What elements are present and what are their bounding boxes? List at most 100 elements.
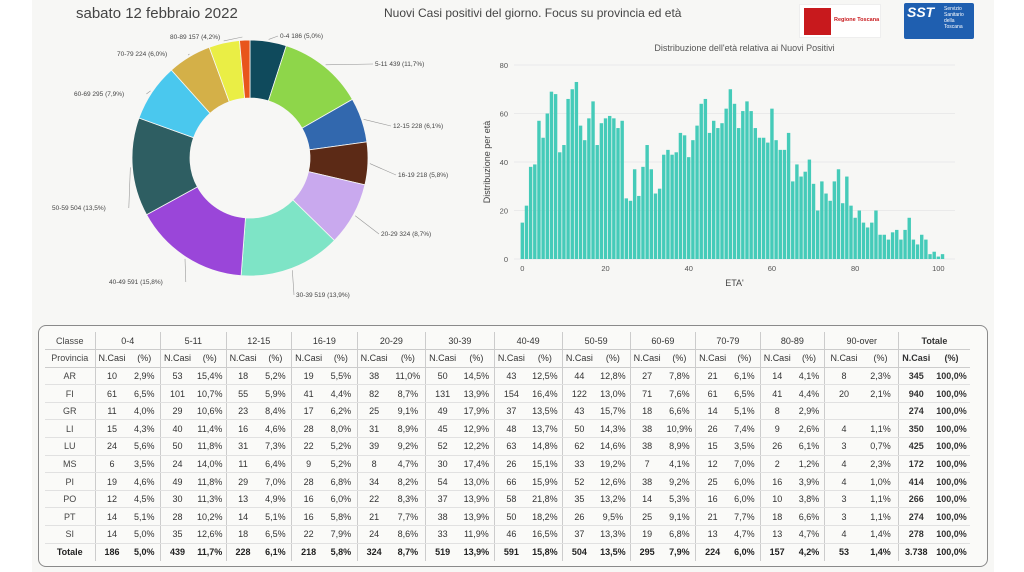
histogram-bar bbox=[920, 234, 924, 259]
table-cell: 35 bbox=[561, 490, 597, 509]
table-cell: 2 bbox=[759, 455, 794, 474]
histogram-bar bbox=[687, 157, 691, 259]
donut-leader-line bbox=[369, 163, 397, 176]
table-cell: 8 bbox=[824, 367, 863, 386]
total-cell: 6,0% bbox=[734, 547, 755, 558]
subheader-ncasi: N.Casi bbox=[629, 349, 664, 368]
histogram-bar bbox=[778, 149, 782, 259]
histogram-bar bbox=[928, 254, 932, 259]
total-cell: 3.738 bbox=[898, 543, 934, 561]
table-cell: 26 bbox=[561, 507, 597, 527]
donut-label-60-69: 60-69 295 (7,9%) bbox=[74, 91, 124, 98]
histogram-bar bbox=[907, 217, 911, 259]
header-group-5-11: 5-11 bbox=[160, 332, 227, 351]
table-cell: 17,9% bbox=[459, 402, 495, 421]
subheader-pct: (%) bbox=[862, 349, 899, 368]
table-cell: 58 bbox=[493, 490, 529, 509]
table-cell: 13 bbox=[759, 525, 794, 544]
total-cell: 4,2% bbox=[798, 547, 820, 558]
subheader-pct: (%) bbox=[528, 349, 563, 368]
table-cell: 4 bbox=[824, 525, 863, 544]
row-province: AR bbox=[45, 367, 95, 386]
donut-label-12-15: 12-15 228 (6,1%) bbox=[393, 123, 443, 130]
histogram-bar bbox=[886, 239, 891, 259]
table-cell: 15 bbox=[94, 419, 129, 439]
histogram-bar bbox=[874, 210, 878, 259]
table-cell: 16 bbox=[759, 472, 794, 491]
total-cell: 218 bbox=[291, 543, 326, 561]
subheader-ncasi: N.Casi bbox=[824, 349, 863, 368]
histogram-bar bbox=[637, 195, 641, 259]
table-cell: 4,7% bbox=[793, 525, 825, 544]
table-cell: 4,7% bbox=[729, 525, 761, 544]
province-age-table: Classe 0-4 5-11 12-15 16-19 20-29 30-39 40-49 50… bbox=[45, 332, 970, 561]
subheader-ncasi: N.Casi bbox=[759, 349, 794, 368]
total-cell: 439 bbox=[160, 543, 195, 561]
table-cell: 13,2% bbox=[596, 490, 631, 509]
row-province: PT bbox=[45, 507, 95, 527]
table-cell: 16,4% bbox=[528, 384, 563, 403]
table-cell: 61 bbox=[94, 384, 129, 403]
table-cell: 10,7% bbox=[194, 384, 227, 403]
table-cell: 100,0% bbox=[933, 402, 970, 421]
table-cell: 66 bbox=[493, 472, 529, 491]
histogram-bar bbox=[728, 89, 733, 259]
table-cell: 3 bbox=[824, 507, 863, 527]
table-cell: 26 bbox=[695, 419, 730, 439]
table-cell: 5,5% bbox=[325, 367, 358, 386]
total-cell: 7,9% bbox=[669, 547, 690, 558]
histogram-bar bbox=[711, 120, 716, 260]
table-cell: 16 bbox=[291, 490, 326, 509]
histogram-bar bbox=[820, 181, 824, 259]
histogram-bar bbox=[678, 132, 683, 259]
histogram-bar bbox=[528, 166, 533, 259]
report-date: sabato 12 febbraio 2022 bbox=[76, 5, 238, 22]
table-cell: 18,2% bbox=[528, 507, 563, 527]
table-cell: 350 bbox=[898, 419, 934, 439]
table-cell: 7 bbox=[629, 455, 664, 474]
subheader-ncasi: N.Casi bbox=[561, 349, 597, 368]
histogram-bar bbox=[707, 132, 712, 259]
table-cell: 14 bbox=[94, 525, 129, 544]
table-cell: 14,3% bbox=[596, 419, 631, 439]
header-group-20-29: 20-29 bbox=[356, 332, 426, 351]
table-cell: 6,1% bbox=[729, 367, 761, 386]
histogram-bar bbox=[915, 244, 920, 259]
total-cell: 324 bbox=[356, 543, 391, 561]
table-cell: 4,4% bbox=[325, 384, 358, 403]
table-cell: 8,9% bbox=[663, 437, 696, 456]
table-cell: 20 bbox=[824, 384, 863, 403]
histogram-bar bbox=[766, 142, 770, 259]
table-cell: 38 bbox=[356, 367, 391, 386]
table-row: AR 10 2,9% 53 15,4% 18 5,2% 19 5,5% 38 11,0% 50 14,5… bbox=[45, 367, 970, 386]
table-cell: 12 bbox=[94, 490, 129, 509]
subheader-pct: (%) bbox=[933, 349, 970, 368]
histogram-bar bbox=[803, 171, 807, 259]
table-cell: 17 bbox=[291, 402, 326, 421]
table-row: LU 24 5,6% 50 11,8% 31 7,3% 22 5,2% 39 9,2% 52 12,2%… bbox=[45, 437, 970, 456]
table-cell: 6,4% bbox=[259, 455, 292, 474]
subheader-pct: (%) bbox=[793, 349, 825, 368]
table-cell: 274 bbox=[898, 402, 934, 421]
table-cell: 11,9% bbox=[459, 525, 495, 544]
histogram-bar bbox=[840, 203, 845, 259]
table-cell: 14 bbox=[759, 367, 794, 386]
table-cell: 41 bbox=[759, 384, 794, 403]
table-cell: 15,4% bbox=[194, 367, 227, 386]
histogram-bar bbox=[745, 101, 749, 259]
table-cell: 14,8% bbox=[528, 437, 563, 456]
donut-label-50-59: 50-59 504 (13,5%) bbox=[52, 205, 106, 212]
header-group-70-79: 70-79 bbox=[695, 332, 761, 351]
donut-label-80-89: 80-89 157 (4,2%) bbox=[170, 34, 220, 41]
histogram-bar bbox=[899, 239, 903, 259]
table-cell: 414 bbox=[898, 472, 934, 491]
x-tick-label: 0 bbox=[520, 264, 524, 273]
table-cell: 2,9% bbox=[793, 402, 825, 421]
table-cell: 3,5% bbox=[729, 437, 761, 456]
table-cell: 2,3% bbox=[862, 367, 899, 386]
table-cell: 17,4% bbox=[459, 455, 495, 474]
donut-leader-line bbox=[146, 90, 151, 95]
table-cell: 22 bbox=[356, 490, 391, 509]
table-cell: 21 bbox=[356, 507, 391, 527]
table-cell: 100,0% bbox=[933, 419, 970, 439]
